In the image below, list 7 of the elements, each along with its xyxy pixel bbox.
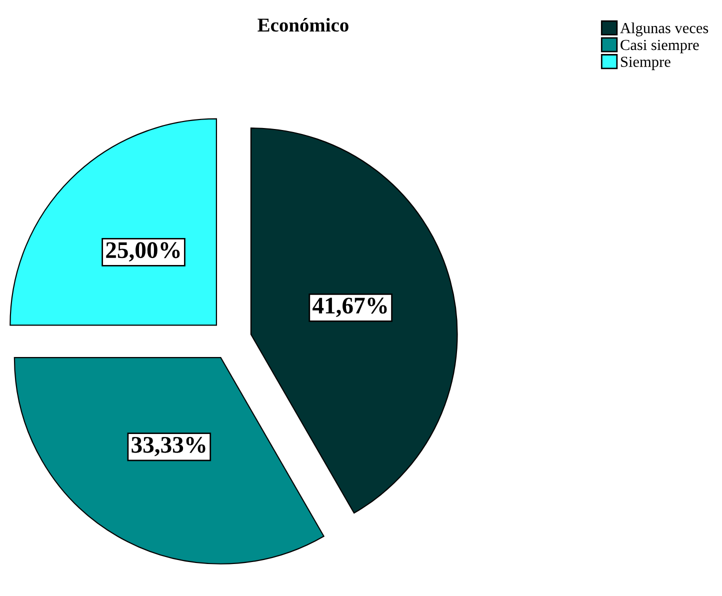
data-label: 33,33% [132,436,206,456]
data-label: 25,00% [106,242,180,262]
legend-label: Algunas veces [620,22,708,36]
chart-title: Económico [258,18,348,32]
legend-label: Siempre [621,56,670,70]
legend-label: Casi siempre [620,40,699,54]
data-label: 41,67% [312,298,387,318]
